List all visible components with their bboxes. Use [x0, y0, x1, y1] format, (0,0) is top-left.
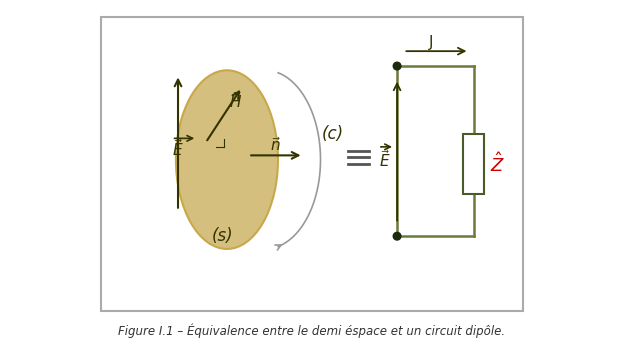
- Text: J: J: [429, 35, 433, 50]
- FancyBboxPatch shape: [102, 17, 522, 310]
- Text: $\hat{Z}$: $\hat{Z}$: [489, 152, 505, 176]
- Text: (c): (c): [322, 125, 344, 143]
- Text: $\vec{E}$: $\vec{E}$: [172, 138, 184, 159]
- Ellipse shape: [176, 70, 278, 249]
- Text: $\vec{H}$: $\vec{H}$: [229, 90, 242, 110]
- Text: $\vec{n}$: $\vec{n}$: [270, 136, 281, 154]
- Text: Figure I.1 – Équivalence entre le demi éspace et un circuit dipôle.: Figure I.1 – Équivalence entre le demi é…: [119, 324, 505, 338]
- Bar: [463, 134, 484, 194]
- Text: (s): (s): [212, 227, 233, 245]
- Circle shape: [393, 233, 401, 240]
- Text: $\vec{E}$: $\vec{E}$: [379, 149, 390, 170]
- Circle shape: [393, 62, 401, 70]
